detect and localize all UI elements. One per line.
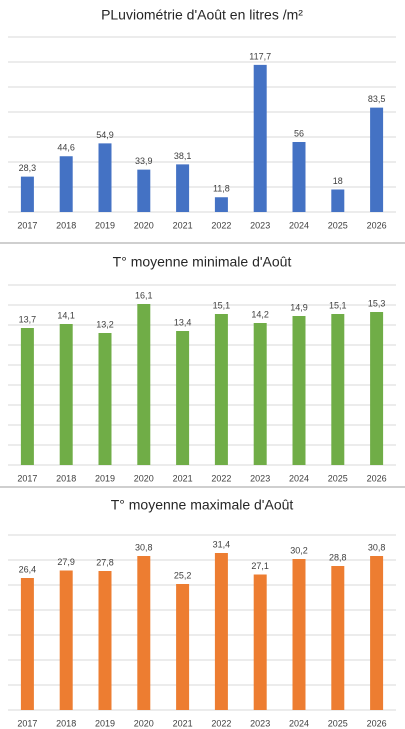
bar: [59, 324, 73, 465]
data-label: 13,7: [19, 314, 37, 324]
bar: [370, 556, 384, 710]
bar: [253, 574, 267, 710]
data-label: 26,4: [19, 564, 37, 574]
bar: [214, 553, 228, 710]
x-tick-label: 2018: [56, 473, 76, 483]
x-tick-label: 2018: [56, 718, 76, 728]
bar: [292, 559, 306, 710]
data-label: 27,9: [57, 557, 75, 567]
bar: [98, 333, 112, 465]
data-label: 14,1: [57, 310, 75, 320]
data-label: 15,3: [368, 298, 386, 308]
x-tick-label: 2023: [250, 473, 270, 483]
bar: [20, 578, 34, 710]
bar: [331, 314, 345, 465]
bar: [176, 164, 190, 212]
bar: [59, 570, 73, 710]
data-label: 30,2: [290, 545, 308, 555]
bar: [214, 197, 228, 212]
data-label: 31,4: [213, 539, 231, 549]
data-label: 14,9: [290, 302, 308, 312]
data-label: 27,8: [96, 557, 114, 567]
x-tick-label: 2021: [173, 718, 193, 728]
data-label: 30,8: [368, 542, 386, 552]
x-tick-label: 2022: [211, 473, 231, 483]
data-label: 16,1: [135, 290, 153, 300]
x-tick-label: 2020: [134, 473, 154, 483]
data-label: 13,4: [174, 317, 192, 327]
data-label: 33,9: [135, 156, 153, 166]
x-tick-label: 2025: [328, 473, 348, 483]
x-tick-label: 2017: [17, 473, 37, 483]
bar: [59, 156, 73, 212]
data-label: 83,5: [368, 94, 386, 104]
x-tick-label: 2017: [17, 718, 37, 728]
bar: [20, 328, 34, 465]
data-label: 11,8: [213, 184, 230, 194]
data-label: 38,1: [174, 151, 192, 161]
bar: [137, 304, 151, 465]
data-label: 27,1: [251, 561, 269, 571]
bar: [253, 64, 267, 212]
data-label: 44,6: [57, 143, 75, 153]
data-label: 15,1: [213, 300, 231, 310]
x-tick-label: 2020: [134, 718, 154, 728]
x-tick-label: 2025: [328, 718, 348, 728]
data-label: 13,2: [96, 319, 114, 329]
data-label: 54,9: [96, 130, 114, 140]
data-label: 14,2: [251, 309, 269, 319]
x-tick-label: 2024: [289, 220, 309, 230]
x-tick-label: 2024: [289, 718, 309, 728]
bar: [214, 314, 228, 465]
chart-title: PLuviométrie d'Août en litres /m²: [101, 7, 303, 23]
x-tick-label: 2024: [289, 473, 309, 483]
bar: [370, 312, 384, 465]
x-tick-label: 2019: [95, 220, 115, 230]
x-tick-label: 2023: [250, 718, 270, 728]
x-tick-label: 2021: [173, 220, 193, 230]
data-label: 25,2: [174, 570, 192, 580]
x-tick-label: 2022: [211, 718, 231, 728]
bar: [331, 189, 345, 212]
chart-title: T° moyenne minimale d'Août: [113, 254, 292, 270]
data-label: 56: [294, 128, 304, 138]
chart-title: T° moyenne maximale d'Août: [111, 497, 294, 513]
bar: [331, 566, 345, 710]
bar: [137, 169, 151, 212]
bar: [292, 142, 306, 212]
bar: [176, 584, 190, 710]
x-tick-label: 2026: [367, 718, 387, 728]
x-tick-label: 2020: [134, 220, 154, 230]
bar: [176, 331, 190, 465]
data-label: 117,7: [249, 51, 271, 61]
data-label: 15,1: [329, 300, 347, 310]
data-label: 30,8: [135, 542, 153, 552]
x-tick-label: 2025: [328, 220, 348, 230]
bar: [253, 323, 267, 465]
data-label: 28,8: [329, 552, 347, 562]
x-tick-label: 2017: [17, 220, 37, 230]
x-tick-label: 2019: [95, 473, 115, 483]
x-tick-label: 2026: [367, 220, 387, 230]
x-tick-label: 2021: [173, 473, 193, 483]
bar: [292, 316, 306, 465]
bar: [137, 556, 151, 710]
bar: [20, 176, 34, 212]
data-label: 28,3: [19, 163, 37, 173]
x-tick-label: 2022: [211, 220, 231, 230]
bar: [98, 571, 112, 710]
x-tick-label: 2026: [367, 473, 387, 483]
bar: [98, 143, 112, 212]
x-tick-label: 2019: [95, 718, 115, 728]
data-label: 18: [333, 176, 343, 186]
bar: [370, 107, 384, 212]
x-tick-label: 2023: [250, 220, 270, 230]
x-tick-label: 2018: [56, 220, 76, 230]
